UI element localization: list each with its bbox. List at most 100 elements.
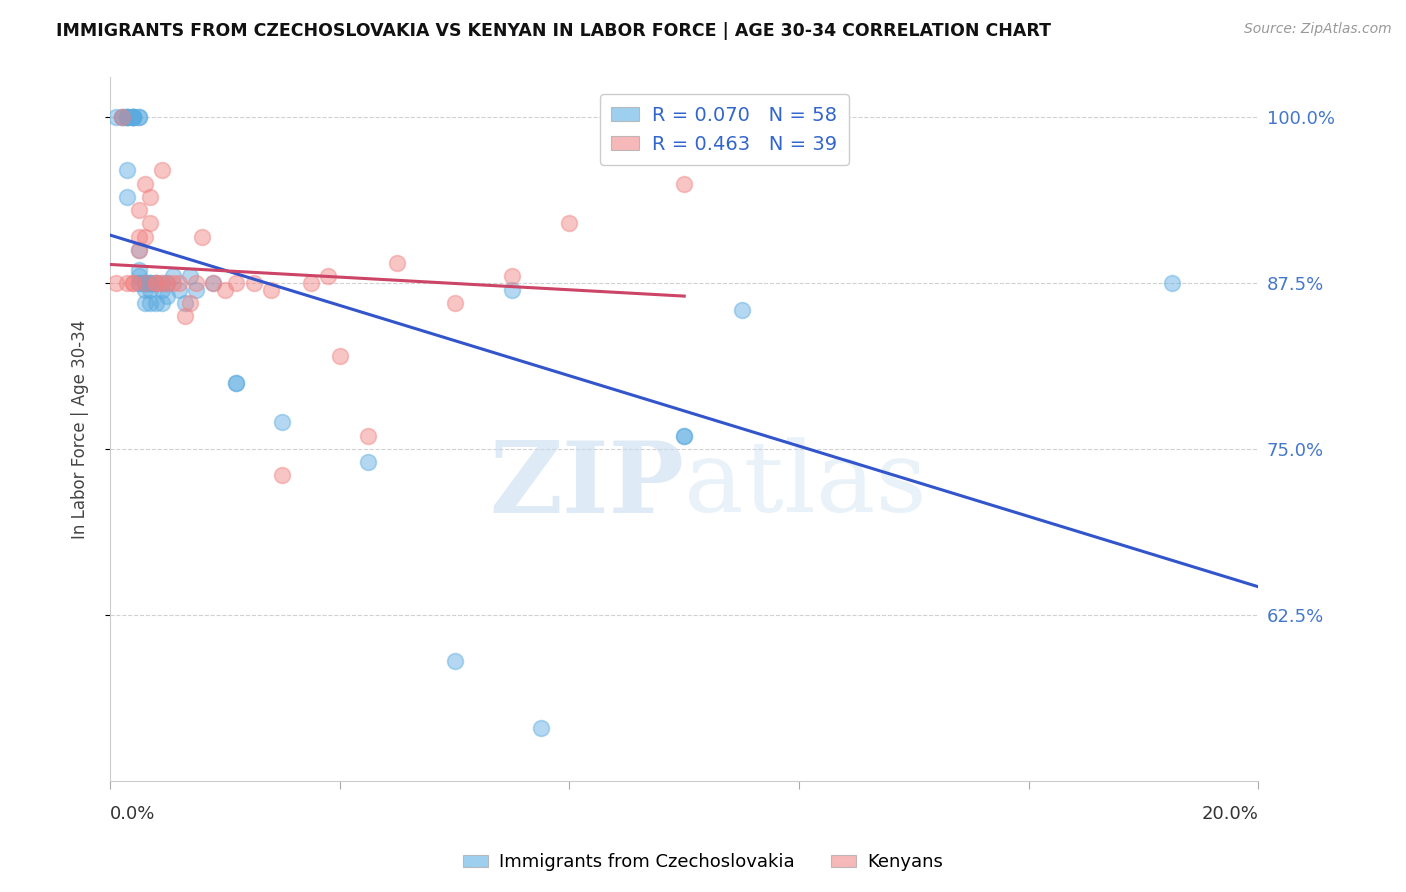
Point [134, 276, 156, 290]
Point [167, 283, 190, 297]
Point [530, 721, 553, 735]
Point [673, 177, 696, 191]
Point [139, 276, 162, 290]
Point [117, 163, 139, 178]
Point [128, 243, 150, 257]
Point [202, 276, 225, 290]
Point [225, 376, 247, 390]
Point [357, 428, 380, 442]
Point [110, 110, 132, 124]
Point [501, 283, 523, 297]
Point [443, 654, 465, 668]
Point [558, 216, 581, 230]
Point [156, 276, 179, 290]
Point [139, 276, 162, 290]
Point [186, 283, 208, 297]
Point [122, 110, 145, 124]
Text: Source: ZipAtlas.com: Source: ZipAtlas.com [1244, 22, 1392, 37]
Point [191, 229, 214, 244]
Text: atlas: atlas [685, 437, 927, 533]
Point [117, 110, 139, 124]
Point [673, 428, 696, 442]
Point [117, 110, 139, 124]
Point [117, 190, 139, 204]
Point [117, 276, 139, 290]
Point [104, 110, 127, 124]
Point [139, 276, 162, 290]
Point [316, 269, 339, 284]
Point [134, 276, 156, 290]
Point [128, 110, 150, 124]
Point [242, 276, 264, 290]
Point [128, 243, 150, 257]
Point [122, 110, 145, 124]
Point [173, 296, 195, 310]
Y-axis label: In Labor Force | Age 30-34: In Labor Force | Age 30-34 [72, 319, 89, 539]
Point [214, 283, 236, 297]
Point [128, 269, 150, 284]
Point [110, 110, 132, 124]
Legend: Immigrants from Czechoslovakia, Kenyans: Immigrants from Czechoslovakia, Kenyans [456, 847, 950, 879]
Point [260, 283, 283, 297]
Point [385, 256, 408, 270]
Point [134, 276, 156, 290]
Point [156, 276, 179, 290]
Point [134, 296, 156, 310]
Point [128, 229, 150, 244]
Text: 0.0%: 0.0% [110, 805, 156, 823]
Point [134, 276, 156, 290]
Point [122, 110, 145, 124]
Point [145, 276, 167, 290]
Point [443, 296, 465, 310]
Point [145, 276, 167, 290]
Point [271, 416, 294, 430]
Point [139, 190, 162, 204]
Point [134, 283, 156, 297]
Point [225, 376, 247, 390]
Point [110, 110, 132, 124]
Point [150, 276, 173, 290]
Point [117, 110, 139, 124]
Point [167, 276, 190, 290]
Point [173, 310, 195, 324]
Point [122, 276, 145, 290]
Point [150, 296, 173, 310]
Point [150, 163, 173, 178]
Point [145, 276, 167, 290]
Text: 20.0%: 20.0% [1202, 805, 1258, 823]
Point [731, 302, 754, 317]
Point [128, 276, 150, 290]
Point [329, 349, 352, 363]
Point [156, 289, 179, 303]
Point [179, 269, 201, 284]
Point [225, 276, 247, 290]
Point [150, 276, 173, 290]
Point [134, 229, 156, 244]
Point [145, 296, 167, 310]
Point [150, 283, 173, 297]
Point [501, 269, 523, 284]
Point [104, 276, 127, 290]
Point [139, 216, 162, 230]
Point [202, 276, 225, 290]
Text: ZIP: ZIP [489, 437, 685, 533]
Point [186, 276, 208, 290]
Point [128, 110, 150, 124]
Point [357, 455, 380, 469]
Point [271, 468, 294, 483]
Point [128, 276, 150, 290]
Point [673, 428, 696, 442]
Text: IMMIGRANTS FROM CZECHOSLOVAKIA VS KENYAN IN LABOR FORCE | AGE 30-34 CORRELATION : IMMIGRANTS FROM CZECHOSLOVAKIA VS KENYAN… [56, 22, 1052, 40]
Legend: R = 0.070   N = 58, R = 0.463   N = 39: R = 0.070 N = 58, R = 0.463 N = 39 [600, 95, 849, 165]
Point [128, 262, 150, 277]
Point [122, 110, 145, 124]
Point [122, 110, 145, 124]
Point [128, 203, 150, 218]
Point [122, 276, 145, 290]
Point [134, 177, 156, 191]
Point [134, 276, 156, 290]
Point [1161, 276, 1184, 290]
Point [299, 276, 322, 290]
Point [139, 283, 162, 297]
Point [145, 276, 167, 290]
